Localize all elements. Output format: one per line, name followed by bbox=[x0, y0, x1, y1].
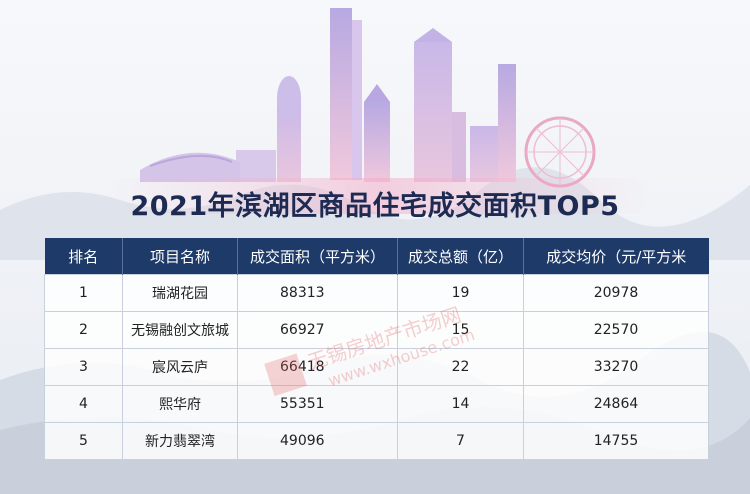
area-cell: 88313 bbox=[237, 274, 398, 312]
skyline-buildings bbox=[140, 8, 596, 188]
header-rank: 排名 bbox=[44, 238, 123, 275]
header-area: 成交面积（平方米） bbox=[237, 238, 398, 275]
top5-table: 排名 项目名称 成交面积（平方米） 成交总额（亿） 成交均价（元/平方米 1 瑞… bbox=[44, 238, 709, 460]
total-cell: 19 bbox=[397, 274, 524, 312]
table-row: 1 瑞湖花园 88313 19 20978 bbox=[44, 274, 709, 312]
table-row: 5 新力翡翠湾 49096 7 14755 bbox=[44, 422, 709, 460]
total-cell: 22 bbox=[397, 348, 524, 386]
total-cell: 15 bbox=[397, 311, 524, 349]
table-row: 4 熙华府 55351 14 24864 bbox=[44, 385, 709, 423]
rank-cell: 4 bbox=[44, 385, 123, 423]
table-header-row: 排名 项目名称 成交面积（平方米） 成交总额（亿） 成交均价（元/平方米 bbox=[44, 238, 709, 275]
avg-price-cell: 22570 bbox=[523, 311, 709, 349]
header-project-name: 项目名称 bbox=[122, 238, 238, 275]
rank-cell: 3 bbox=[44, 348, 123, 386]
project-name-cell: 无锡融创文旅城 bbox=[122, 311, 238, 349]
project-name-cell: 宸风云庐 bbox=[122, 348, 238, 386]
area-cell: 49096 bbox=[237, 422, 398, 460]
avg-price-cell: 20978 bbox=[523, 274, 709, 312]
table-row: 3 宸风云庐 66418 22 33270 bbox=[44, 348, 709, 386]
area-cell: 66927 bbox=[237, 311, 398, 349]
rank-cell: 2 bbox=[44, 311, 123, 349]
project-name-cell: 新力翡翠湾 bbox=[122, 422, 238, 460]
project-name-cell: 瑞湖花园 bbox=[122, 274, 238, 312]
total-cell: 7 bbox=[397, 422, 524, 460]
rank-cell: 1 bbox=[44, 274, 123, 312]
rank-cell: 5 bbox=[44, 422, 123, 460]
avg-price-cell: 33270 bbox=[523, 348, 709, 386]
page-title: 2021年滨湖区商品住宅成交面积TOP5 bbox=[130, 191, 620, 222]
header-avg-price: 成交均价（元/平方米 bbox=[523, 238, 709, 275]
header-total: 成交总额（亿） bbox=[397, 238, 524, 275]
avg-price-cell: 14755 bbox=[523, 422, 709, 460]
total-cell: 14 bbox=[397, 385, 524, 423]
area-cell: 66418 bbox=[237, 348, 398, 386]
area-cell: 55351 bbox=[237, 385, 398, 423]
avg-price-cell: 24864 bbox=[523, 385, 709, 423]
project-name-cell: 熙华府 bbox=[122, 385, 238, 423]
table-row: 2 无锡融创文旅城 66927 15 22570 bbox=[44, 311, 709, 349]
